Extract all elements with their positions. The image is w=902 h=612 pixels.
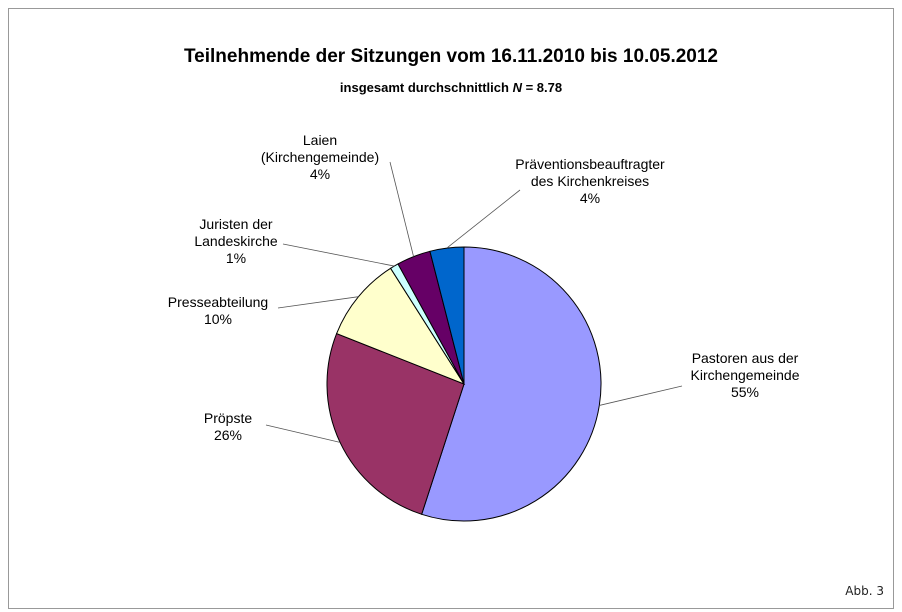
leader-line <box>277 296 359 309</box>
pie-slice <box>335 267 466 386</box>
value-label: 10% <box>203 311 233 327</box>
category-label: Presseabteilung <box>167 294 269 310</box>
value-label: 4% <box>309 166 331 182</box>
leader-line <box>599 385 683 406</box>
slice-label: Pastoren aus der Kirchengemeinde 55% <box>691 350 800 401</box>
category-label: Pröpste <box>203 410 253 426</box>
chart-title: Teilnehmende der Sitzungen vom 16.11.201… <box>183 46 718 67</box>
slice-label: Präventionsbeauftragter des Kirchenkreis… <box>515 156 664 207</box>
slice-label: Presseabteilung 10% <box>168 294 268 328</box>
chart-subtitle: insgesamt durchschnittlich N = 8.78 <box>0 80 902 95</box>
pie-slice <box>429 246 465 385</box>
subtitle-variable: N <box>512 80 522 95</box>
subtitle-text: = 8.78 <box>521 80 563 95</box>
leader-line <box>282 243 395 267</box>
category-label: Juristen der Landeskirche <box>194 216 278 249</box>
value-label: 1% <box>225 250 247 266</box>
chart-border <box>8 8 894 609</box>
category-label: Präventionsbeauftragter des Kirchenkreis… <box>515 156 665 189</box>
leader-line <box>265 424 341 443</box>
slice-label: Juristen der Landeskirche 1% <box>194 216 277 267</box>
value-label: 55% <box>730 384 760 400</box>
leader-line <box>446 189 521 249</box>
category-label: Laien (Kirchengemeinde) <box>260 132 380 165</box>
slice-label: Pröpste 26% <box>204 410 252 444</box>
figure-note: Abb. 3 <box>845 584 884 598</box>
pie-slice <box>326 332 465 515</box>
value-label: 26% <box>213 427 243 443</box>
value-label: 4% <box>579 190 601 206</box>
pie-slice <box>421 246 602 522</box>
subtitle-text: insgesamt durchschnittlich <box>339 80 513 95</box>
leader-line <box>389 161 414 257</box>
category-label: Pastoren aus der Kirchengemeinde <box>690 350 800 383</box>
slice-label: Laien (Kirchengemeinde) 4% <box>261 132 379 183</box>
